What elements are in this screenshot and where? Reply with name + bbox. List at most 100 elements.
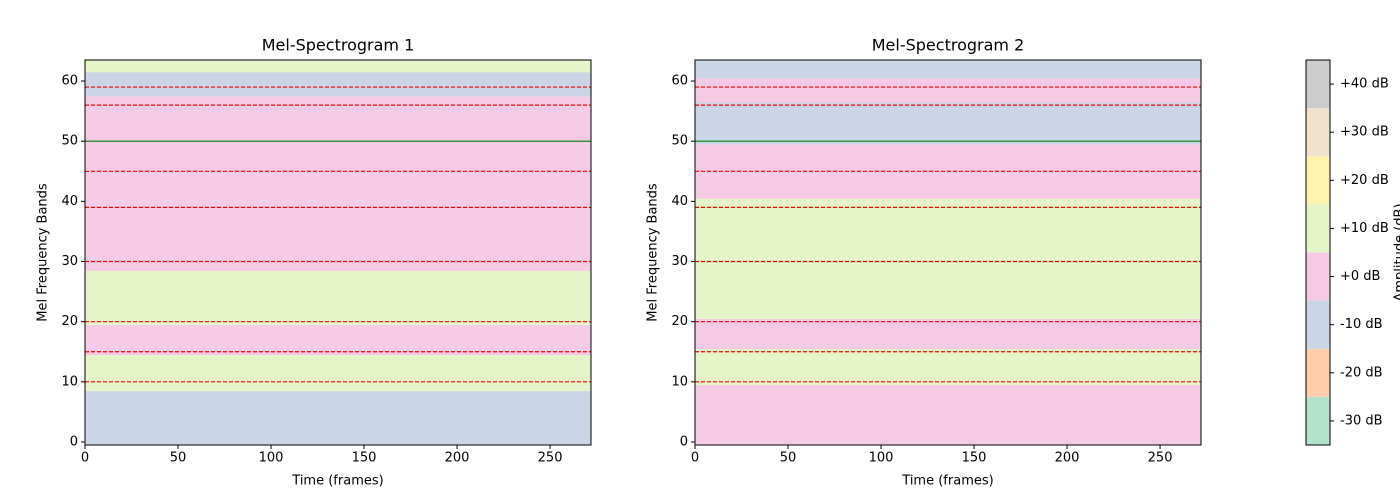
y-tick-label: 20: [61, 314, 78, 329]
colorbar-tick-label: -30 dB: [1340, 413, 1383, 428]
heatmap-cell: [85, 222, 591, 229]
axes-frame: [694, 59, 1202, 446]
heatmap-cell: [85, 234, 591, 241]
x-tick-label: 100: [869, 451, 894, 466]
heatmap-cell: [695, 288, 1201, 295]
heatmap-cell: [695, 66, 1201, 73]
heatmap-cell: [695, 126, 1201, 133]
heatmap-cell: [695, 210, 1201, 217]
x-tick-label: 200: [445, 451, 470, 466]
heatmap-cell: [85, 126, 591, 133]
heatmap-cell: [85, 312, 591, 319]
colorbar-tick-label: +10 dB: [1340, 221, 1389, 236]
heatmap-cell: [85, 210, 591, 217]
heatmap-cell: [695, 408, 1201, 416]
heatmap-cell: [85, 174, 591, 181]
heatmap-cell: [695, 420, 1201, 428]
heatmap-cell: [85, 246, 591, 253]
heatmap-cell: [85, 150, 591, 157]
heatmap-cell: [85, 408, 591, 416]
x-tick-label: 50: [170, 451, 187, 466]
chart-title: Mel-Spectrogram 2: [872, 36, 1025, 55]
heatmap-cell: [85, 96, 591, 103]
colorbar-bin: [1306, 396, 1330, 445]
heatmap-cell: [695, 300, 1201, 307]
colorbar-bin: [1306, 252, 1330, 301]
y-tick-label: 60: [671, 74, 688, 89]
colorbar-bin: [1306, 348, 1330, 397]
heatmap-cell: [695, 78, 1201, 85]
heatmap-cell: [695, 240, 1201, 247]
heatmap-cell: [85, 360, 591, 368]
heatmap-cell: [85, 120, 591, 127]
chart-title: Mel-Spectrogram 1: [262, 36, 415, 55]
heatmap-cell: [85, 402, 591, 410]
heatmap-cell: [695, 294, 1201, 301]
colorbar-tick-label: +30 dB: [1340, 125, 1389, 140]
heatmap-cell: [695, 396, 1201, 404]
y-tick-label: 30: [61, 254, 78, 269]
heatmap-cell: [695, 96, 1201, 103]
y-tick-label: 60: [61, 74, 78, 89]
colorbar-bin: [1306, 300, 1330, 349]
heatmap-cell: [85, 108, 591, 115]
heatmap-cell: [695, 150, 1201, 157]
colorbar-tick-label: +20 dB: [1340, 173, 1389, 188]
heatmap-cell: [695, 402, 1201, 410]
colorbar-tick-label: -10 dB: [1340, 317, 1383, 332]
heatmap-cell: [85, 252, 591, 259]
x-axis-label: Time (frames): [901, 474, 993, 489]
heatmap-cell: [695, 426, 1201, 434]
heatmap-cell: [695, 390, 1201, 398]
colorbar-tick-label: +0 dB: [1340, 269, 1380, 284]
heatmap-cell: [85, 300, 591, 307]
heatmap-cell: [85, 156, 591, 163]
heatmap-cell: [85, 240, 591, 247]
heatmap-cell: [695, 372, 1201, 380]
heatmap-cell: [85, 198, 591, 205]
heatmap-cell: [85, 114, 591, 121]
heatmap-cell: [695, 366, 1201, 374]
heatmap-cell: [85, 288, 591, 295]
heatmap-cell: [695, 384, 1201, 392]
heatmap-cell: [695, 360, 1201, 368]
heatmap-cell: [695, 324, 1201, 332]
y-tick-label: 10: [671, 374, 688, 389]
heatmap-cell: [695, 342, 1201, 350]
heatmap-cell: [695, 228, 1201, 235]
heatmap-cell: [85, 306, 591, 313]
heatmap-cell: [85, 276, 591, 283]
heatmap-cell: [695, 234, 1201, 241]
colorbar-bin: [1306, 156, 1330, 205]
heatmap-cell: [85, 78, 591, 85]
heatmap-cell: [85, 72, 591, 79]
heatmap-cell: [85, 144, 591, 151]
x-tick-label: 250: [538, 451, 563, 466]
heatmap-cell: [695, 336, 1201, 344]
heatmap-cell: [695, 414, 1201, 422]
heatmap-cell: [85, 390, 591, 398]
heatmap-cell: [695, 270, 1201, 277]
colorbar-label: Amplitude (dB): [1393, 203, 1400, 301]
colorbar-bin: [1306, 204, 1330, 253]
heatmap-cell: [85, 336, 591, 344]
colorbar-frame: [1305, 59, 1331, 446]
x-tick-label: 250: [1148, 451, 1173, 466]
heatmap-cell: [695, 222, 1201, 229]
heatmap-cell: [85, 132, 591, 139]
heatmap-cell: [695, 330, 1201, 338]
heatmap-cell: [85, 216, 591, 223]
heatmap-cell: [695, 306, 1201, 313]
heatmap-cell: [85, 60, 591, 67]
heatmap-cell: [695, 282, 1201, 289]
heatmap-cell: [85, 414, 591, 422]
heatmap-cell: [695, 156, 1201, 163]
x-tick-label: 0: [81, 451, 89, 466]
heatmap-cell: [85, 384, 591, 392]
colorbar-bin: [1306, 108, 1330, 157]
x-axis-label: Time (frames): [291, 474, 383, 489]
heatmap-cell: [695, 114, 1201, 121]
heatmap-cell: [85, 228, 591, 235]
x-tick-label: 0: [691, 451, 699, 466]
heatmap-cell: [695, 108, 1201, 115]
